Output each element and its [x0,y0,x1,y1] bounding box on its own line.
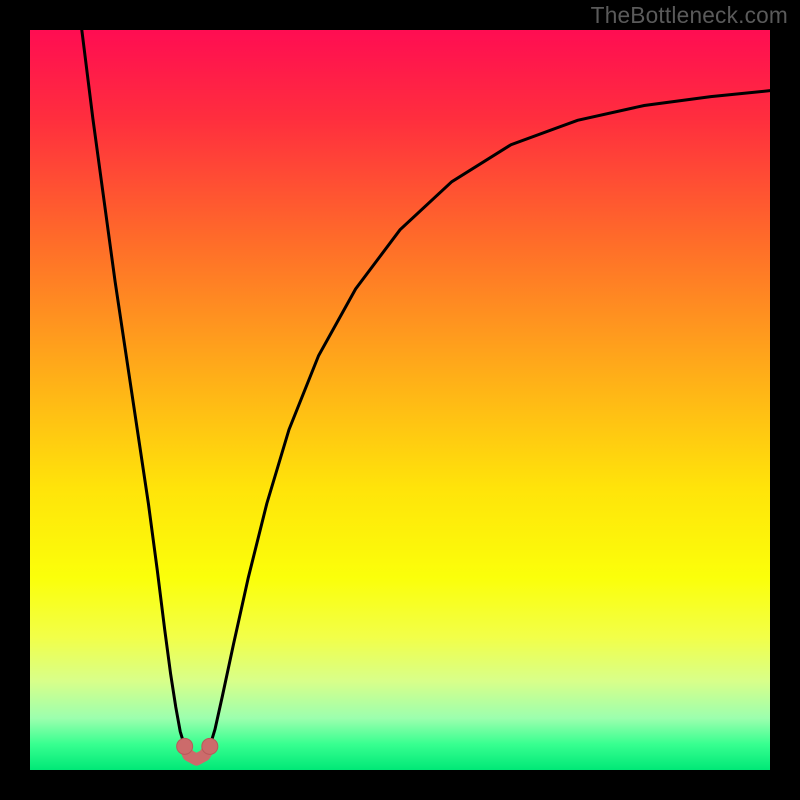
plot-background-gradient [30,30,770,770]
marker-dot-left [177,738,193,754]
watermark-text: TheBottleneck.com [591,2,788,29]
chart-container: TheBottleneck.com [0,0,800,800]
marker-dot-right [202,738,218,754]
bottleneck-chart [0,0,800,800]
